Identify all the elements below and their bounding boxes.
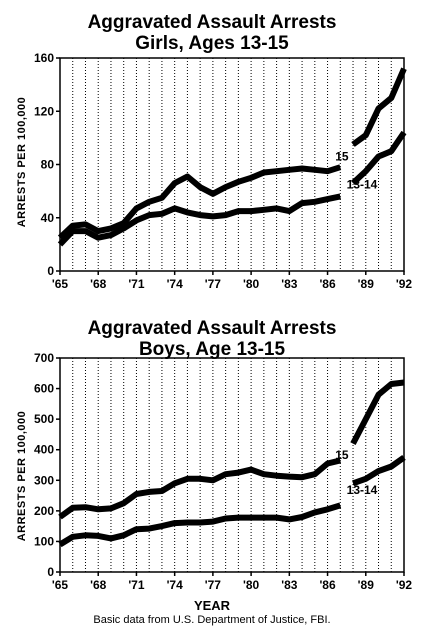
chart1-series-13-14-line (57, 193, 341, 247)
chart2-ytick-label: 400 (34, 443, 54, 457)
chart1-ytick-label: 160 (34, 51, 54, 65)
chart2-xtick-label: '65 (52, 578, 69, 592)
chart2-ytick-label: 100 (34, 534, 54, 548)
chart1-title: Aggravated Assault Arrests (87, 12, 337, 33)
chart2-series-13-14-line (352, 454, 406, 487)
chart1-xtick-label: '83 (281, 277, 298, 291)
chart1-ytick-label: 40 (41, 211, 55, 225)
chart2-ytick-label: 200 (34, 504, 54, 518)
chart2-series-13-14-label: 13-14 (347, 483, 378, 497)
chart1-xtick-label: '89 (358, 277, 375, 291)
chart1-xtick-label: '65 (52, 277, 69, 291)
chart2-series-15-line (58, 457, 342, 520)
chart2-subtitle: Boys, Age 13-15 (138, 339, 286, 360)
source-note: Basic data from U.S. Department of Justi… (93, 614, 331, 626)
chart1-xtick-label: '92 (396, 277, 413, 291)
chart1-series-13-14-label: 13-14 (347, 177, 378, 191)
chart2-xtick-label: '80 (243, 578, 260, 592)
chart2-xtick-label: '86 (319, 578, 336, 592)
chart1-subtitle: Girls, Ages 13-15 (135, 33, 289, 54)
chart2-xtick-label: '71 (128, 578, 145, 592)
chart1-ytick-label: 80 (41, 158, 55, 172)
chart1-ytick-label: 0 (47, 264, 54, 278)
chart2-ytick-label: 300 (34, 473, 54, 487)
chart1-xtick-label: '80 (243, 277, 260, 291)
chart2-title: Aggravated Assault Arrests (87, 318, 337, 339)
chart2-xtick-label: '68 (90, 578, 107, 592)
chart1-xtick-label: '86 (319, 277, 336, 291)
chart1-ytick-label: 120 (34, 104, 54, 118)
chart1-series-13-14-line (350, 130, 407, 186)
chart1-xtick-label: '71 (128, 277, 145, 291)
chart1-xtick-label: '68 (90, 277, 107, 291)
chart2-xtick-label: '89 (358, 578, 375, 592)
chart2-series-15-label: 15 (335, 448, 349, 462)
chart2-xtick-label: '83 (281, 578, 298, 592)
chart2-ytick-label: 700 (34, 351, 54, 365)
chart1-frame (59, 57, 405, 272)
chart1-series-15-line (351, 67, 407, 147)
chart2-ytick-label: 600 (34, 382, 54, 396)
chart1-series-15-label: 15 (335, 150, 349, 164)
chart2-ytick-label: 0 (47, 565, 54, 579)
chart2-frame (59, 357, 405, 573)
chart2-xlabel: YEAR (193, 598, 231, 613)
chart1-series-15-line (57, 164, 342, 240)
chart2-series-15-line (350, 379, 405, 445)
chart2-xtick-label: '92 (396, 578, 413, 592)
chart1-xtick-label: '74 (167, 277, 184, 291)
chart2-xtick-label: '74 (167, 578, 184, 592)
chart1-xtick-label: '77 (205, 277, 222, 291)
chart2-ytick-label: 500 (34, 412, 54, 426)
chart2-xtick-label: '77 (205, 578, 222, 592)
chart2-series-13-14-line (58, 502, 342, 548)
